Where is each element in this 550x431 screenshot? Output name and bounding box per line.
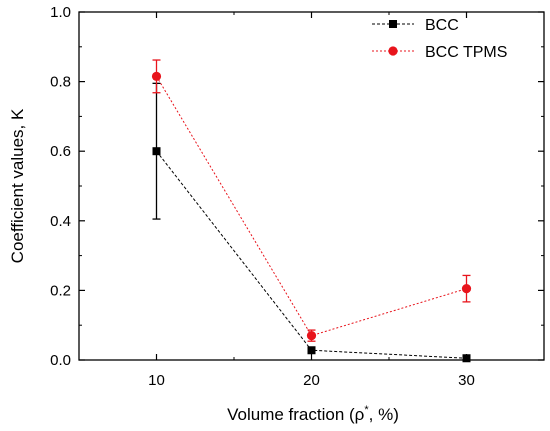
series-bcc xyxy=(152,82,471,363)
y-tick-label: 1.0 xyxy=(50,4,71,21)
x-axis-title-unit: , %) xyxy=(369,405,399,424)
y-tick-label: 0.2 xyxy=(50,282,71,299)
y-tick-label: 0.4 xyxy=(50,213,71,230)
data-point xyxy=(462,354,471,363)
data-point xyxy=(307,346,316,355)
data-point xyxy=(306,331,317,341)
legend-label: BCC TPMS xyxy=(425,44,507,61)
legend-marker xyxy=(389,20,397,28)
series-line xyxy=(156,150,467,359)
legend-item: BCC TPMS xyxy=(372,44,507,61)
data-point xyxy=(151,71,162,81)
x-tick-label: 10 xyxy=(148,372,165,389)
data-point xyxy=(152,147,161,156)
y-tick-label: 0.6 xyxy=(50,143,71,160)
y-axis-title: Coefficient values, K xyxy=(8,108,27,263)
legend: BCC BCC TPMS xyxy=(372,17,507,61)
legend-marker xyxy=(388,46,398,56)
series-bcc-tpms xyxy=(151,59,472,342)
y-tick-label: 0.0 xyxy=(50,352,71,369)
x-tick-label: 20 xyxy=(303,372,320,389)
x-tick-label: 30 xyxy=(458,372,475,389)
data-point xyxy=(461,284,472,294)
x-axis-title-text: Volume fraction (ρ xyxy=(227,405,364,424)
x-axis-title: Volume fraction (ρ*, %) xyxy=(227,404,399,424)
series-line xyxy=(156,76,467,337)
legend-label: BCC xyxy=(425,17,459,34)
x-axis-title-superscript: * xyxy=(364,404,369,416)
y-tick-label: 0.8 xyxy=(50,74,71,91)
legend-item: BCC xyxy=(372,17,459,34)
plot-frame xyxy=(78,11,545,361)
